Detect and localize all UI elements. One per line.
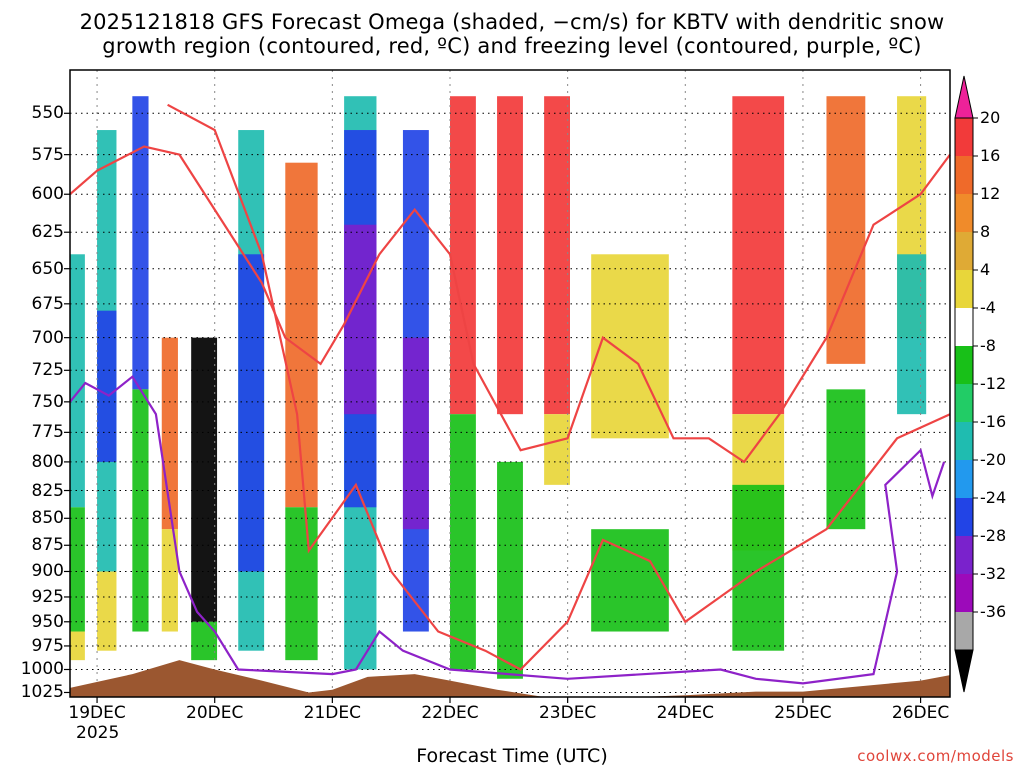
y-tick-label: 900 [31,561,64,582]
omega-cell [97,571,117,651]
omega-cell [70,254,85,508]
omega-cell [897,254,927,415]
chart-title: 2025121818 GFS Forecast Omega (shaded, −… [79,10,945,34]
x-tick-label: 19DEC [68,703,126,723]
omega-cell [450,96,476,415]
omega-cell [161,529,178,632]
omega-cell [191,337,218,622]
colorbar-swatch [955,384,973,423]
colorbar-swatch [955,118,973,157]
omega-cell [285,162,318,508]
y-tick-label: 700 [31,327,64,348]
colorbar-label: 4 [980,260,991,279]
omega-cell [544,414,570,485]
y-tick-label: 825 [31,480,64,501]
x-tick-label: 21DEC [303,703,362,723]
omega-cell [732,96,785,415]
colorbar-label: -28 [980,526,1007,545]
y-tick-label: 575 [31,144,64,165]
colorbar-label: -32 [980,564,1007,583]
colorbar-swatch [955,232,973,271]
colorbar-swatch [955,612,973,651]
terrain [70,660,950,697]
colorbar-label: -8 [980,336,996,355]
y-tick-label: 1025 [20,682,64,703]
x-axis-year: 2025 [76,723,120,743]
y-tick-label: 1000 [20,659,64,680]
omega-cell [826,389,866,530]
colorbar-swatch [955,574,973,613]
omega-cell [70,507,85,632]
y-tick-label: 600 [31,184,64,205]
y-tick-label: 975 [31,635,64,656]
colorbar-label: -16 [980,412,1007,431]
colorbar-swatch [955,346,973,385]
omega-cell [70,631,85,661]
colorbar-label: -24 [980,488,1007,507]
omega-cell [191,621,218,661]
contour-line-minus18 [167,103,951,671]
x-tick-label: 26DEC [891,703,950,723]
x-tick-label: 23DEC [538,703,597,723]
omega-cell [826,96,866,364]
colorbar-swatch [955,498,973,537]
colorbar-label: 20 [980,108,1001,127]
colorbar-label: -20 [980,450,1007,469]
omega-cell [132,389,149,632]
colorbar-swatch [955,194,973,233]
y-tick-label: 925 [31,586,64,607]
colorbar-bottom-arrow [954,649,974,693]
y-tick-label: 800 [31,451,64,472]
omega-cell [591,529,669,632]
x-axis-title: Forecast Time (UTC) [416,745,608,767]
plot-frame [69,69,951,698]
y-tick-label: 750 [31,391,64,412]
colorbar-swatch [955,422,973,461]
omega-cell [732,484,785,651]
colorbar-swatch [955,536,973,575]
omega-cell [544,96,570,415]
omega-cell [497,461,523,679]
colorbar-top-arrow [954,75,974,119]
colorbar-swatch [955,156,973,195]
y-tick-label: 725 [31,360,64,381]
colorbar-label: 16 [980,146,1001,165]
y-tick-label: 675 [31,293,64,314]
x-tick-label: 20DEC [186,703,244,723]
y-tick-label: 950 [31,611,64,632]
contour-line-minus12 [69,145,951,464]
y-tick-label: 625 [31,222,64,243]
colorbar-swatch [955,460,973,499]
colorbar-swatch [955,308,973,347]
colorbar-label: 8 [980,222,991,241]
colorbar-label: -36 [980,602,1007,621]
colorbar-label: 12 [980,184,1001,203]
y-tick-label: 875 [31,535,64,556]
omega-cell [497,96,523,415]
omega-cell [402,337,429,530]
x-tick-label: 25DEC [774,703,832,723]
omega-cell [285,507,318,661]
y-tick-label: 550 [31,103,64,124]
y-tick-label: 850 [31,508,64,529]
x-tick-label: 24DEC [656,703,714,723]
x-tick-label: 22DEC [421,703,479,723]
omega-cell [344,224,377,415]
omega-cell [132,96,149,390]
colorbar-swatch [955,270,973,309]
omega-cell [591,254,669,439]
omega-cell [450,414,476,670]
y-tick-label: 650 [31,258,64,279]
colorbar-label: -4 [980,298,996,317]
source-credit: coolwx.com/models [857,747,1014,765]
colorbar-label: -12 [980,374,1007,393]
omega-cell [97,310,117,462]
y-tick-label: 775 [31,422,64,443]
chart-subtitle: growth region (contoured, red, ºC) and f… [102,34,922,58]
omega-cell [238,254,265,572]
contour-line-freezing-level [69,375,946,685]
